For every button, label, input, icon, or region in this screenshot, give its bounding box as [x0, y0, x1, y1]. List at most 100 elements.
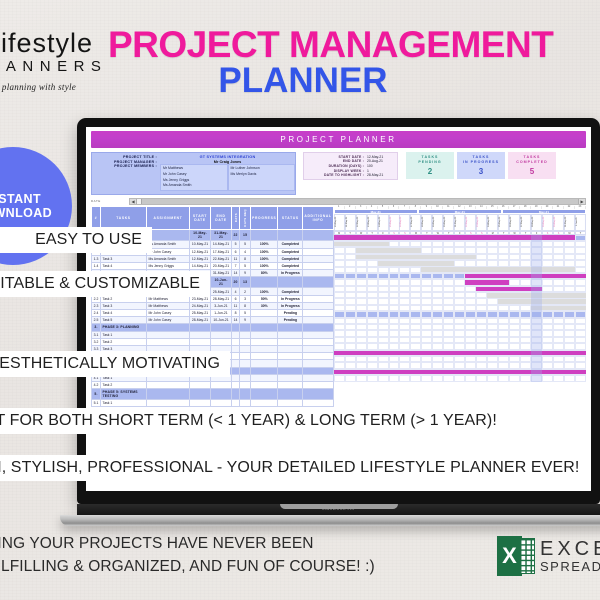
cell-status[interactable]: [277, 330, 304, 339]
gantt-cell[interactable]: [465, 298, 477, 305]
gantt-cell[interactable]: [553, 253, 564, 261]
cell-status[interactable]: Pending: [277, 316, 304, 325]
gantt-cell[interactable]: [487, 260, 499, 267]
gantt-cell[interactable]: [564, 330, 575, 337]
cell-num[interactable]: 3.2: [91, 337, 101, 346]
cell-end-date[interactable]: 10-Jun-21: [210, 276, 232, 289]
gantt-cell[interactable]: [531, 247, 543, 254]
cell-days-req[interactable]: 8: [239, 301, 252, 311]
gantt-cell[interactable]: [355, 304, 367, 312]
gantt-cell[interactable]: [454, 330, 466, 337]
gantt-cell[interactable]: [542, 285, 554, 293]
cell-days-req[interactable]: 5: [239, 261, 252, 271]
gantt-cell[interactable]: [531, 336, 543, 344]
cell-end-date[interactable]: 25-May-21: [210, 287, 232, 296]
gantt-cell[interactable]: [443, 317, 455, 325]
date-field-value[interactable]: 1: [367, 168, 369, 173]
gantt-cell[interactable]: [498, 355, 510, 363]
gantt-cell[interactable]: [366, 336, 378, 344]
gantt-cell[interactable]: [355, 336, 367, 344]
cell-additional-info[interactable]: [302, 399, 334, 408]
gantt-cell[interactable]: [443, 292, 455, 299]
gantt-cell[interactable]: [432, 247, 444, 254]
gantt-cell[interactable]: [487, 240, 499, 248]
cell-progress[interactable]: [250, 399, 279, 408]
cell-days-req[interactable]: [239, 366, 252, 375]
gantt-cell[interactable]: [465, 336, 477, 344]
cell-status[interactable]: [277, 366, 304, 375]
gantt-cell[interactable]: [344, 330, 356, 337]
cell-additional-info[interactable]: [302, 301, 334, 311]
cell-progress[interactable]: 100%: [250, 261, 279, 271]
cell-end-date[interactable]: 10-Jun-21: [210, 316, 232, 325]
gantt-cell[interactable]: [410, 285, 422, 293]
cell-days[interactable]: 11: [230, 254, 241, 263]
gantt-cell[interactable]: [377, 375, 389, 382]
gantt-cell[interactable]: [421, 343, 433, 350]
gantt-cell[interactable]: [574, 234, 586, 241]
cell-task[interactable]: Task 4: [100, 261, 147, 271]
gantt-cell[interactable]: [344, 285, 356, 293]
gantt-cell[interactable]: [421, 272, 433, 280]
gantt-cell[interactable]: [388, 355, 400, 363]
gantt-cell[interactable]: [476, 253, 488, 261]
gantt-cell[interactable]: [574, 279, 586, 286]
gantt-cell[interactable]: [574, 324, 586, 331]
gantt-cell[interactable]: [344, 336, 356, 344]
gantt-cell[interactable]: [355, 285, 367, 293]
gantt-cell[interactable]: [574, 311, 586, 318]
scrollbar-track[interactable]: [142, 198, 578, 204]
gantt-cell[interactable]: [465, 355, 477, 363]
gantt-cell[interactable]: [454, 292, 466, 299]
cell-days-req[interactable]: 15: [239, 229, 252, 242]
gantt-cell[interactable]: [465, 317, 477, 325]
gantt-cell[interactable]: [454, 304, 466, 312]
gantt-cell[interactable]: [366, 266, 378, 273]
gantt-cell[interactable]: [388, 240, 400, 248]
cell-additional-info[interactable]: [302, 287, 334, 296]
gantt-cell[interactable]: [355, 343, 367, 350]
gantt-cell[interactable]: [344, 260, 356, 267]
gantt-cell[interactable]: [509, 311, 521, 318]
gantt-cell[interactable]: [531, 355, 543, 363]
gantt-cell[interactable]: [410, 317, 422, 325]
cell-days[interactable]: 20: [230, 276, 241, 289]
gantt-cell[interactable]: [366, 285, 378, 293]
cell-progress[interactable]: [250, 366, 279, 375]
gantt-cell[interactable]: [443, 362, 455, 369]
cell-assignment[interactable]: [146, 380, 190, 390]
gantt-cell[interactable]: [553, 240, 564, 248]
gantt-cell[interactable]: [454, 362, 466, 369]
gantt-cell[interactable]: [509, 247, 521, 254]
gantt-cell[interactable]: [465, 260, 477, 267]
gantt-cell[interactable]: [564, 247, 575, 254]
cell-days-req[interactable]: [239, 359, 252, 368]
cell-num[interactable]: 5.1: [91, 399, 101, 408]
cell-num[interactable]: 2.4: [91, 308, 101, 318]
gantt-cell[interactable]: [333, 375, 345, 382]
gantt-cell[interactable]: [531, 311, 543, 318]
gantt-cell[interactable]: [498, 304, 510, 312]
scroll-right-icon[interactable]: ▶: [578, 198, 585, 204]
cell-additional-info[interactable]: [302, 359, 334, 368]
gantt-cell[interactable]: [410, 355, 422, 363]
gantt-cell[interactable]: [531, 375, 543, 382]
gantt-cell[interactable]: [465, 375, 477, 382]
cell-end-date[interactable]: [210, 330, 232, 339]
gantt-cell[interactable]: [498, 247, 510, 254]
gantt-cell[interactable]: [574, 375, 586, 382]
gantt-cell[interactable]: [366, 292, 378, 299]
cell-status[interactable]: [277, 380, 304, 390]
gantt-cell[interactable]: [333, 260, 345, 267]
gantt-cell[interactable]: [355, 324, 367, 331]
gantt-cell[interactable]: [421, 362, 433, 369]
cell-days[interactable]: [230, 399, 241, 408]
gantt-cell[interactable]: [542, 362, 554, 369]
gantt-cell[interactable]: [399, 298, 411, 305]
gantt-cell[interactable]: [432, 304, 444, 312]
gantt-cell[interactable]: [410, 343, 422, 350]
gantt-cell[interactable]: [520, 304, 532, 312]
cell-days[interactable]: [230, 337, 241, 346]
cell-days-req[interactable]: 9: [239, 316, 252, 325]
gantt-cell[interactable]: [410, 304, 422, 312]
